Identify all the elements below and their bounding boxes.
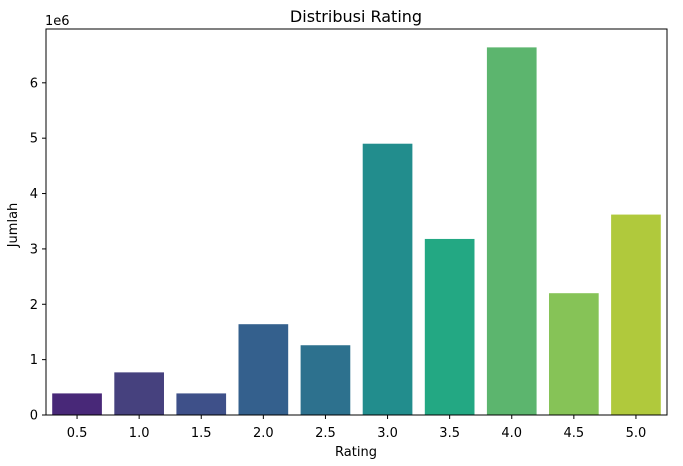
x-axis-label: Rating — [335, 445, 377, 460]
y-tick-label: 2 — [30, 298, 38, 313]
x-tick-label: 2.5 — [315, 426, 336, 441]
y-tick-label: 4 — [30, 187, 38, 202]
x-tick-label: 3.0 — [377, 426, 398, 441]
x-tick-label: 4.0 — [501, 426, 522, 441]
y-tick-label: 6 — [30, 76, 38, 91]
y-axis-ticks: 0 1 2 3 4 5 6 — [30, 76, 46, 424]
bar-1.0 — [114, 372, 164, 415]
x-tick-label: 3.5 — [439, 426, 460, 441]
bar-3.0 — [362, 143, 413, 415]
x-tick-label: 1.5 — [191, 426, 212, 441]
y-tick-label: 0 — [30, 409, 38, 424]
bar-1.5 — [176, 393, 227, 415]
y-axis-label: Jumlah — [6, 203, 21, 249]
bar-5.0 — [611, 214, 661, 415]
bars-group — [52, 47, 661, 415]
x-tick-label: 2.0 — [253, 426, 274, 441]
bar-3.5 — [424, 238, 475, 415]
bar-4.5 — [549, 293, 599, 415]
y-tick-label: 1 — [30, 353, 38, 368]
bar-0.5 — [52, 393, 102, 415]
y-tick-label: 5 — [30, 132, 38, 147]
plot-frame — [45, 28, 668, 416]
chart-title: Distribusi Rating — [290, 7, 422, 26]
x-tick-label: 5.0 — [626, 426, 647, 441]
x-tick-label: 4.5 — [564, 426, 585, 441]
bar-2.5 — [300, 345, 351, 415]
x-axis-ticks: 0.5 1.0 1.5 2.0 2.5 3.0 3.5 4.0 4.5 5.0 — [67, 415, 647, 441]
y-axis-scale-label: 1e6 — [45, 14, 70, 29]
x-tick-label: 1.0 — [129, 426, 150, 441]
bar-2.0 — [238, 324, 289, 415]
bar-4.0 — [486, 47, 537, 415]
y-tick-label: 3 — [30, 242, 38, 257]
x-tick-label: 0.5 — [67, 426, 88, 441]
